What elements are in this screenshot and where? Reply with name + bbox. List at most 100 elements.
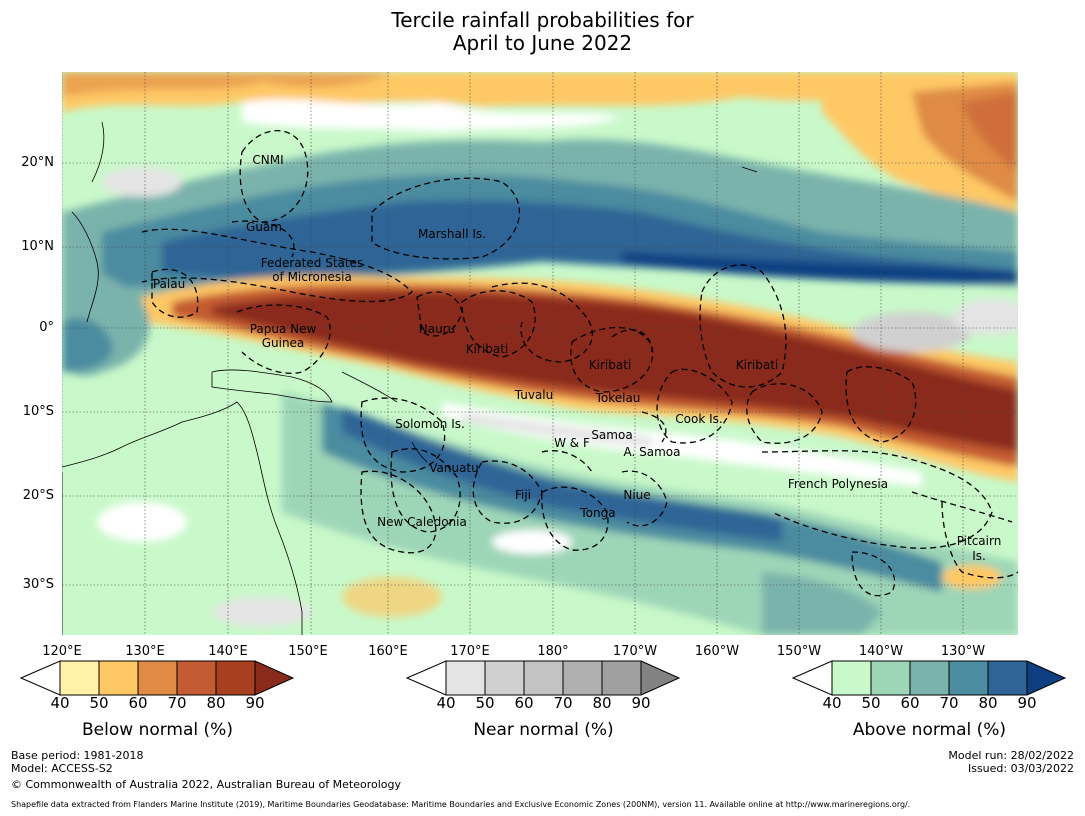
copyright: © Commonwealth of Australia 2022, Austra… (11, 778, 401, 791)
lon-label-150e: 150°E (288, 644, 328, 659)
colorbar-below-lower-cap (20, 660, 61, 696)
colorbar-near-lower-cap (406, 660, 447, 696)
lon-label-120e: 120°E (42, 644, 82, 659)
colorbar-near-normal (406, 660, 681, 696)
label-pitcairn-line1: Pitcairn (957, 534, 1002, 548)
above-normal-legend-title: Above normal (%) (852, 720, 1007, 740)
coastlines (62, 121, 758, 635)
label-kiribati-east: Kiribati (736, 358, 778, 372)
label-guam: Guam (246, 220, 282, 234)
colorbar-below-bin-1 (60, 661, 99, 695)
lon-label-140w: 140°W (858, 644, 904, 659)
near-tick-90: 90 (631, 694, 651, 712)
below-tick-70: 70 (167, 694, 187, 712)
label-cook-is: Cook Is. (675, 412, 722, 426)
colorbar-near-bin-5 (602, 661, 641, 695)
colorbar-below-bin-4 (177, 661, 216, 695)
chart-title-line1: Tercile rainfall probabilities for (391, 8, 694, 32)
above-tick-90: 90 (1017, 694, 1037, 712)
label-tokelau: Tokelau (595, 391, 641, 405)
near-tick-40: 40 (436, 694, 456, 712)
label-fiji: Fiji (515, 488, 531, 502)
colorbar-near-bin-3 (524, 661, 563, 695)
label-tuvalu: Tuvalu (514, 388, 554, 402)
label-french-polynesia: French Polynesia (788, 477, 888, 491)
colorbar-above-normal (792, 660, 1067, 696)
label-american-samoa: A. Samoa (624, 445, 681, 459)
rainfall-map: CNMI Guam Marshall Is. Federated States … (62, 72, 1018, 635)
lon-label-170w: 170°W (612, 644, 658, 659)
lat-label-0: 0° (39, 320, 54, 335)
colorbar-above-bin-4 (949, 661, 988, 695)
shapefile-credit: Shapefile data extracted from Flanders M… (11, 800, 911, 809)
model-name: Model: ACCESS-S2 (11, 762, 113, 775)
near-tick-50: 50 (475, 694, 495, 712)
colorbar-near-bin-2 (485, 661, 524, 695)
lon-label-130w: 130°W (940, 644, 986, 659)
colorbar-below-bin-2 (99, 661, 138, 695)
below-tick-50: 50 (89, 694, 109, 712)
label-tonga: Tonga (579, 506, 615, 520)
issued-date: Issued: 03/03/2022 (967, 762, 1074, 775)
lon-label-170e: 170°E (450, 644, 490, 659)
label-fsm-line2: of Micronesia (272, 270, 352, 284)
colorbar-below-bin-3 (138, 661, 177, 695)
label-niue: Niue (623, 488, 650, 502)
above-tick-50: 50 (861, 694, 881, 712)
colorbar-below-upper-cap (255, 661, 293, 695)
base-period: Base period: 1981-2018 (11, 749, 144, 762)
near-tick-70: 70 (553, 694, 573, 712)
colorbar-above-upper-cap (1027, 661, 1065, 695)
label-kiribati-west: Kiribati (466, 342, 508, 356)
lat-label-20n: 20°N (21, 155, 54, 170)
lon-label-150w: 150°W (776, 644, 822, 659)
colorbar-above-bin-5 (988, 661, 1027, 695)
colorbar-above-bin-2 (871, 661, 910, 695)
lat-label-30s: 30°S (22, 577, 54, 592)
near-normal-legend-title: Near normal (%) (473, 720, 614, 740)
label-pitcairn-line2: Is. (972, 549, 986, 563)
above-tick-80: 80 (978, 694, 998, 712)
probability-shading (62, 72, 1018, 635)
label-png-line1: Papua New (250, 322, 317, 336)
region-labels: CNMI Guam Marshall Is. Federated States … (153, 153, 1001, 563)
label-new-caledonia: New Caledonia (377, 515, 467, 529)
label-cnmi: CNMI (252, 153, 283, 167)
lon-label-160e: 160°E (368, 644, 408, 659)
lat-label-10n: 10°N (21, 239, 54, 254)
label-vanuatu: Vanuatu (429, 461, 479, 475)
model-run: Model run: 28/02/2022 (948, 749, 1074, 762)
label-palau: Palau (153, 277, 185, 291)
near-tick-60: 60 (514, 694, 534, 712)
above-tick-40: 40 (822, 694, 842, 712)
lon-label-180: 180° (537, 644, 569, 659)
label-wallis-futuna: W & F (554, 436, 590, 450)
label-fsm-line1: Federated States (261, 256, 363, 270)
colorbar-near-bin-1 (446, 661, 485, 695)
near-tick-80: 80 (592, 694, 612, 712)
label-marshall-is: Marshall Is. (418, 227, 486, 241)
lon-label-160w: 160°W (694, 644, 740, 659)
below-tick-40: 40 (50, 694, 70, 712)
above-tick-60: 60 (900, 694, 920, 712)
colorbar-above-bin-1 (832, 661, 871, 695)
label-kiribati-central: Kiribati (589, 358, 631, 372)
below-tick-90: 90 (245, 694, 265, 712)
label-samoa: Samoa (591, 428, 632, 442)
below-normal-legend-title: Below normal (%) (82, 720, 233, 740)
lat-label-20s: 20°S (22, 488, 54, 503)
label-nauru: Nauru (419, 322, 455, 336)
colorbar-below-normal (20, 660, 295, 696)
lon-label-130e: 130°E (125, 644, 165, 659)
colorbar-above-bin-3 (910, 661, 949, 695)
lon-label-140e: 140°E (208, 644, 248, 659)
label-solomon-is: Solomon Is. (395, 417, 465, 431)
eez-boundaries (141, 129, 1018, 597)
colorbar-below-bin-5 (216, 661, 255, 695)
lat-label-10s: 10°S (22, 404, 54, 419)
colorbar-near-bin-4 (563, 661, 602, 695)
below-tick-60: 60 (128, 694, 148, 712)
above-tick-70: 70 (939, 694, 959, 712)
colorbar-above-lower-cap (792, 660, 833, 696)
chart-title-line2: April to June 2022 (452, 31, 633, 55)
